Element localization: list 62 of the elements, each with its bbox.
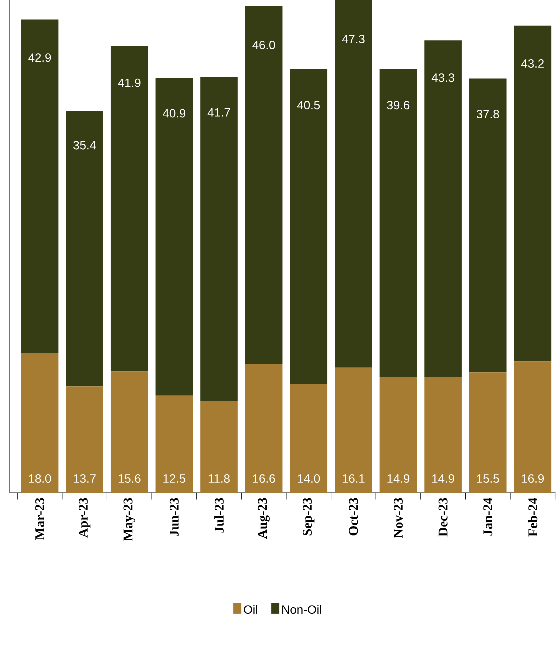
- x-tick-label: Jan-24: [484, 498, 493, 536]
- bar: [514, 362, 552, 494]
- data-label: 47.3: [342, 35, 365, 44]
- data-label: 35.4: [74, 141, 96, 150]
- legend-label: Oil: [244, 605, 258, 614]
- data-label: 16.6: [253, 474, 276, 484]
- data-label: 11.8: [208, 474, 230, 484]
- bar: [21, 20, 59, 354]
- data-label: 46.0: [252, 40, 276, 50]
- data-label: 42.9: [28, 54, 52, 62]
- bar: [290, 384, 328, 494]
- bar: [156, 396, 194, 494]
- x-tick-label: Feb-24: [528, 498, 538, 537]
- bar: [245, 6, 283, 364]
- x-tick-label: Oct-23: [349, 498, 358, 536]
- bar: [469, 372, 507, 494]
- data-label: 16.1: [342, 474, 365, 484]
- data-label: 15.6: [118, 474, 141, 484]
- bar: [200, 77, 238, 402]
- data-label: 41.9: [118, 78, 141, 88]
- data-label: 40.9: [163, 109, 186, 118]
- data-label: 43.2: [522, 60, 544, 68]
- data-label: 16.9: [522, 474, 544, 484]
- x-tick-label: Mar-23: [36, 498, 44, 540]
- x-tick-label: Aug-23: [258, 498, 270, 540]
- bar: [290, 69, 328, 384]
- bar: [335, 0, 372, 368]
- bar: [110, 372, 148, 494]
- x-tick-label: Apr-23: [78, 498, 91, 538]
- data-label: 12.5: [164, 474, 186, 484]
- data-label: 14.0: [298, 474, 320, 484]
- bar: [424, 377, 462, 494]
- x-tick-label: May-23: [124, 498, 136, 542]
- x-tick-label: Dec-23: [438, 498, 448, 537]
- bar: [200, 401, 238, 494]
- data-label: 43.3: [432, 74, 454, 82]
- bar: [380, 377, 418, 494]
- bar: [110, 46, 148, 372]
- bar: [156, 78, 194, 396]
- data-label: 18.0: [29, 474, 52, 484]
- data-label: 37.8: [476, 110, 500, 119]
- bar: [66, 111, 104, 387]
- bar: [514, 26, 552, 362]
- bar: [380, 69, 418, 378]
- data-label: 41.7: [208, 108, 230, 117]
- legend-label: Non-Oil: [282, 605, 322, 614]
- x-tick-label: Nov-23: [394, 498, 403, 538]
- bar: [66, 386, 104, 494]
- data-label: 39.6: [387, 101, 410, 110]
- bar: [424, 40, 462, 378]
- data-label: 13.7: [74, 474, 96, 484]
- bar: [469, 78, 507, 373]
- data-label: 14.9: [388, 474, 410, 484]
- bar: [21, 353, 59, 494]
- data-label: 14.9: [432, 474, 454, 484]
- bar: [335, 368, 372, 494]
- x-tick-label: Sep-23: [303, 498, 315, 536]
- data-label: 40.5: [297, 101, 320, 110]
- x-tick-label: Jul-23: [214, 498, 224, 533]
- data-label: 15.5: [477, 474, 500, 484]
- x-tick-label: Jun-23: [170, 498, 179, 536]
- bar: [245, 364, 283, 494]
